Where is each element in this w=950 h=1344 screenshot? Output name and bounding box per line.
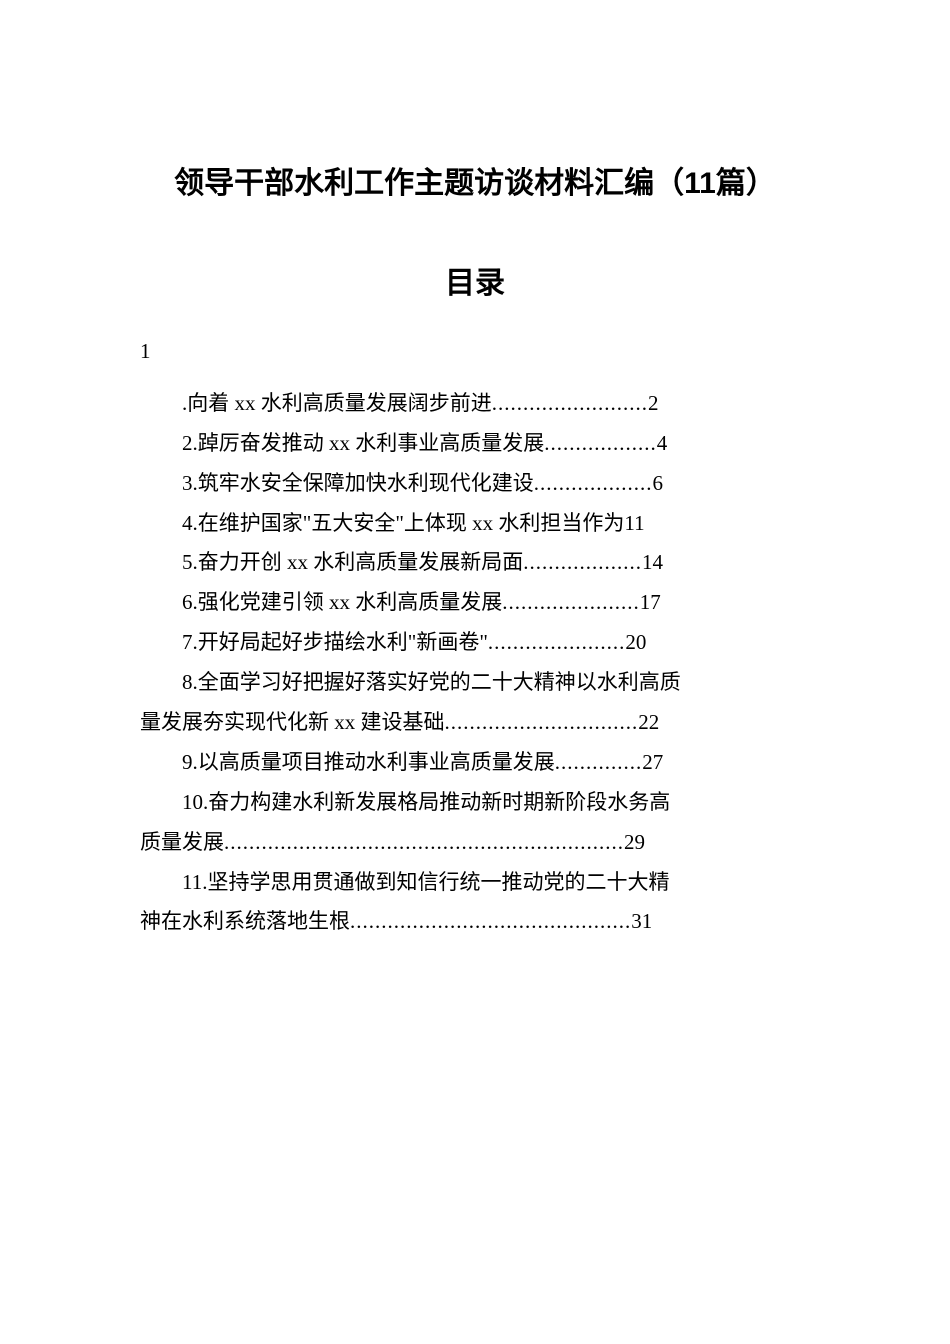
toc-entry-5: 5.奋力开创 xx 水利高质量发展新局面 ...................…	[140, 543, 810, 583]
toc-text: 5.奋力开创 xx 水利高质量发展新局面	[182, 543, 523, 583]
toc-entry-6: 6.强化党建引领 xx 水利高质量发展 ....................…	[140, 583, 810, 623]
toc-page: 6	[653, 464, 664, 504]
toc-dots: ...................	[534, 464, 653, 504]
toc-entry-7: 7.开好局起好步描绘水利"新画卷" ......................…	[140, 623, 810, 663]
toc-text: 3.筑牢水安全保障加快水利现代化建设	[182, 464, 534, 504]
toc-entry-3: 3.筑牢水安全保障加快水利现代化建设 ................... 6	[140, 464, 810, 504]
toc-entry-2: 2.踔厉奋发推动 xx 水利事业高质量发展 ..................…	[140, 424, 810, 464]
toc-dots: ...............................	[445, 703, 639, 743]
toc-page: 17	[640, 583, 661, 623]
toc-text: 9.以高质量项目推动水利事业高质量发展	[182, 743, 555, 783]
document-title: 领导干部水利工作主题访谈材料汇编（11篇）	[140, 160, 810, 208]
toc-text-line2: 质量发展	[140, 823, 224, 863]
toc-text: .向着 xx 水利高质量发展阔步前进	[182, 384, 492, 424]
toc-dots: ..................	[544, 424, 657, 464]
toc-dots: ........................................…	[350, 902, 631, 942]
toc-page: 31	[631, 902, 652, 942]
toc-text: 4.在维护国家"五大安全"上体现 xx 水利担当作为	[182, 504, 624, 544]
toc-page: 29	[624, 823, 645, 863]
toc-page: 20	[625, 623, 646, 663]
toc-dots: ......................	[502, 583, 640, 623]
toc-text-line1: 10.奋力构建水利新发展格局推动新时期新阶段水务高	[140, 783, 810, 823]
toc-page: 14	[642, 543, 663, 583]
toc-dots: ......................	[488, 623, 626, 663]
section-marker: 1	[140, 332, 810, 372]
toc-text-line1: 11.坚持学思用贯通做到知信行统一推动党的二十大精	[140, 863, 810, 903]
toc-text-line2: 量发展夯实现代化新 xx 建设基础	[140, 703, 445, 743]
toc-text: 2.踔厉奋发推动 xx 水利事业高质量发展	[182, 424, 544, 464]
toc-page: 22	[638, 703, 659, 743]
toc-dots: ...................	[523, 543, 642, 583]
toc-entry-10: 10.奋力构建水利新发展格局推动新时期新阶段水务高 质量发展 .........…	[140, 783, 810, 863]
toc-entry-8: 8.全面学习好把握好落实好党的二十大精神以水利高质 量发展夯实现代化新 xx 建…	[140, 663, 810, 743]
toc-text-line1: 8.全面学习好把握好落实好党的二十大精神以水利高质	[140, 663, 810, 703]
toc-text-line2: 神在水利系统落地生根	[140, 902, 350, 942]
toc-entry-1: .向着 xx 水利高质量发展阔步前进 .....................…	[140, 384, 810, 424]
toc-text: 7.开好局起好步描绘水利"新画卷"	[182, 623, 488, 663]
toc-entry-11: 11.坚持学思用贯通做到知信行统一推动党的二十大精 神在水利系统落地生根 ...…	[140, 863, 810, 943]
toc-dots: ..............	[555, 743, 643, 783]
toc-dots: .........................	[492, 384, 648, 424]
toc-page: 11	[624, 504, 644, 544]
toc-text: 6.强化党建引领 xx 水利高质量发展	[182, 583, 502, 623]
toc-page: 2	[648, 384, 659, 424]
toc-page: 27	[642, 743, 663, 783]
toc-heading: 目录	[140, 258, 810, 302]
toc-entry-4: 4.在维护国家"五大安全"上体现 xx 水利担当作为 11	[140, 504, 810, 544]
toc-entry-9: 9.以高质量项目推动水利事业高质量发展 .............. 27	[140, 743, 810, 783]
toc-dots: ........................................…	[224, 823, 624, 863]
toc-page: 4	[657, 424, 668, 464]
